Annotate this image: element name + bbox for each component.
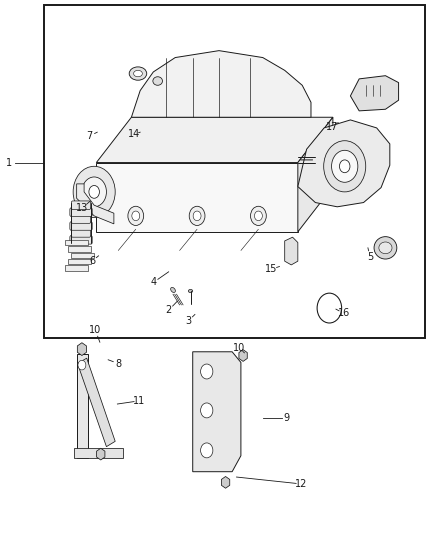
Polygon shape bbox=[78, 358, 115, 447]
Text: 1: 1 bbox=[6, 158, 12, 167]
Polygon shape bbox=[298, 117, 333, 232]
Text: 15: 15 bbox=[265, 264, 278, 274]
Polygon shape bbox=[350, 76, 399, 111]
Ellipse shape bbox=[129, 67, 147, 80]
Polygon shape bbox=[68, 259, 91, 264]
Circle shape bbox=[201, 403, 213, 418]
Text: 3: 3 bbox=[185, 316, 191, 326]
Ellipse shape bbox=[379, 242, 392, 254]
Polygon shape bbox=[77, 354, 88, 458]
Circle shape bbox=[82, 177, 106, 207]
FancyBboxPatch shape bbox=[70, 208, 92, 216]
Circle shape bbox=[332, 150, 358, 182]
Polygon shape bbox=[65, 265, 88, 271]
Circle shape bbox=[89, 185, 99, 198]
Polygon shape bbox=[71, 253, 94, 258]
Polygon shape bbox=[285, 237, 298, 265]
Circle shape bbox=[251, 206, 266, 225]
Polygon shape bbox=[65, 240, 88, 245]
Text: 14: 14 bbox=[127, 130, 140, 139]
Circle shape bbox=[73, 166, 115, 217]
Text: 12: 12 bbox=[295, 479, 307, 489]
FancyBboxPatch shape bbox=[71, 201, 91, 209]
Circle shape bbox=[339, 160, 350, 173]
Text: 8: 8 bbox=[115, 359, 121, 368]
Text: 9: 9 bbox=[284, 414, 290, 423]
Polygon shape bbox=[131, 51, 311, 117]
Circle shape bbox=[201, 443, 213, 458]
Text: 13: 13 bbox=[76, 203, 88, 213]
Circle shape bbox=[193, 211, 201, 221]
Polygon shape bbox=[68, 246, 91, 252]
Text: 6: 6 bbox=[89, 256, 95, 266]
Text: 10: 10 bbox=[233, 343, 245, 352]
Ellipse shape bbox=[134, 70, 142, 77]
Circle shape bbox=[317, 293, 342, 323]
Text: 2: 2 bbox=[166, 305, 172, 315]
Circle shape bbox=[78, 360, 86, 370]
Text: 7: 7 bbox=[87, 131, 93, 141]
FancyBboxPatch shape bbox=[44, 5, 425, 338]
Polygon shape bbox=[96, 163, 298, 232]
FancyBboxPatch shape bbox=[71, 229, 91, 237]
Circle shape bbox=[254, 211, 262, 221]
Text: 10: 10 bbox=[89, 326, 102, 335]
Polygon shape bbox=[298, 120, 390, 207]
Circle shape bbox=[128, 206, 144, 225]
Polygon shape bbox=[74, 448, 123, 458]
Circle shape bbox=[189, 206, 205, 225]
FancyBboxPatch shape bbox=[71, 215, 91, 223]
Text: 16: 16 bbox=[338, 309, 350, 318]
Ellipse shape bbox=[171, 287, 175, 293]
Ellipse shape bbox=[188, 289, 193, 293]
Circle shape bbox=[201, 364, 213, 379]
FancyBboxPatch shape bbox=[70, 222, 92, 230]
Text: 11: 11 bbox=[133, 396, 145, 406]
Circle shape bbox=[324, 141, 366, 192]
Ellipse shape bbox=[374, 237, 397, 259]
Text: 5: 5 bbox=[367, 252, 373, 262]
Text: 17: 17 bbox=[326, 122, 338, 132]
FancyBboxPatch shape bbox=[70, 236, 92, 244]
Circle shape bbox=[132, 211, 140, 221]
Text: 4: 4 bbox=[150, 278, 156, 287]
Ellipse shape bbox=[153, 77, 162, 85]
Polygon shape bbox=[77, 184, 114, 224]
Polygon shape bbox=[193, 352, 241, 472]
Polygon shape bbox=[96, 117, 333, 163]
